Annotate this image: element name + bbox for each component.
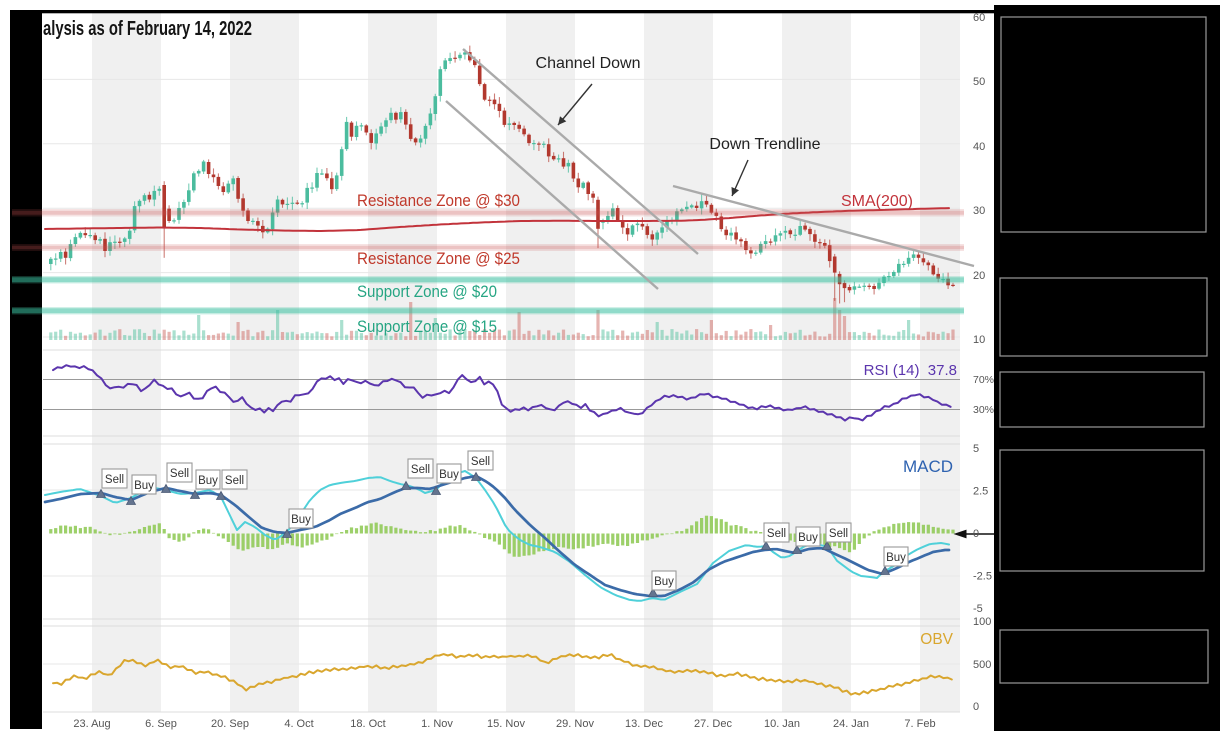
svg-text:SMA(200): SMA(200): [841, 193, 913, 210]
svg-text:50: 50: [973, 76, 985, 88]
svg-text:-2.5: -2.5: [973, 571, 992, 583]
svg-text:500: 500: [973, 659, 991, 671]
svg-text:Down Trendline: Down Trendline: [709, 136, 820, 153]
svg-text:Sell: Sell: [471, 456, 490, 468]
svg-text:Buy: Buy: [439, 469, 459, 481]
svg-text:0: 0: [973, 528, 979, 540]
svg-text:OBV: OBV: [920, 631, 953, 648]
svg-text:4. Oct: 4. Oct: [284, 718, 313, 730]
svg-text:0: 0: [973, 701, 979, 713]
svg-text:Sell: Sell: [411, 464, 430, 476]
svg-text:RSI (14) 37.8: RSI (14) 37.8: [864, 362, 957, 379]
svg-text:20: 20: [973, 270, 985, 282]
svg-text:15. Nov: 15. Nov: [487, 718, 525, 730]
svg-text:1. Nov: 1. Nov: [421, 718, 453, 730]
svg-text:18. Oct: 18. Oct: [350, 718, 385, 730]
svg-text:Channel Down: Channel Down: [536, 55, 641, 72]
svg-text:Buy: Buy: [798, 532, 818, 544]
svg-text:Sell: Sell: [105, 474, 124, 486]
svg-text:alysis as of February 14, 2022: alysis as of February 14, 2022: [43, 18, 252, 40]
svg-text:Sell: Sell: [829, 528, 848, 540]
svg-text:5: 5: [973, 443, 979, 455]
svg-text:Sell: Sell: [767, 528, 786, 540]
svg-text:30: 30: [973, 205, 985, 217]
svg-text:23. Aug: 23. Aug: [73, 718, 110, 730]
svg-text:Buy: Buy: [654, 576, 674, 588]
svg-text:2.5: 2.5: [973, 486, 988, 498]
svg-text:Sell: Sell: [170, 468, 189, 480]
svg-text:100: 100: [973, 616, 991, 628]
svg-text:10: 10: [973, 334, 985, 346]
svg-text:40: 40: [973, 141, 985, 153]
svg-text:29. Nov: 29. Nov: [556, 718, 594, 730]
svg-text:60: 60: [973, 12, 985, 24]
svg-text:Resistance Zone @ $30: Resistance Zone @ $30: [357, 192, 520, 210]
svg-text:Buy: Buy: [198, 475, 218, 487]
svg-text:6. Sep: 6. Sep: [145, 718, 177, 730]
svg-text:Support Zone @ $15: Support Zone @ $15: [357, 318, 497, 336]
svg-text:Buy: Buy: [134, 480, 154, 492]
svg-text:70%: 70%: [973, 374, 994, 386]
svg-text:-5: -5: [973, 603, 983, 615]
svg-text:Support Zone @ $20: Support Zone @ $20: [357, 283, 497, 301]
svg-text:Resistance Zone @ $25: Resistance Zone @ $25: [357, 250, 520, 268]
svg-text:24. Jan: 24. Jan: [833, 718, 869, 730]
svg-text:27. Dec: 27. Dec: [694, 718, 732, 730]
svg-text:7. Feb: 7. Feb: [904, 718, 935, 730]
svg-text:13. Dec: 13. Dec: [625, 718, 663, 730]
svg-text:30%: 30%: [973, 404, 994, 416]
svg-text:10. Jan: 10. Jan: [764, 718, 800, 730]
svg-text:Buy: Buy: [291, 514, 311, 526]
svg-text:Buy: Buy: [886, 552, 906, 564]
svg-text:MACD: MACD: [903, 457, 953, 476]
svg-text:20. Sep: 20. Sep: [211, 718, 249, 730]
svg-text:Sell: Sell: [225, 475, 244, 487]
